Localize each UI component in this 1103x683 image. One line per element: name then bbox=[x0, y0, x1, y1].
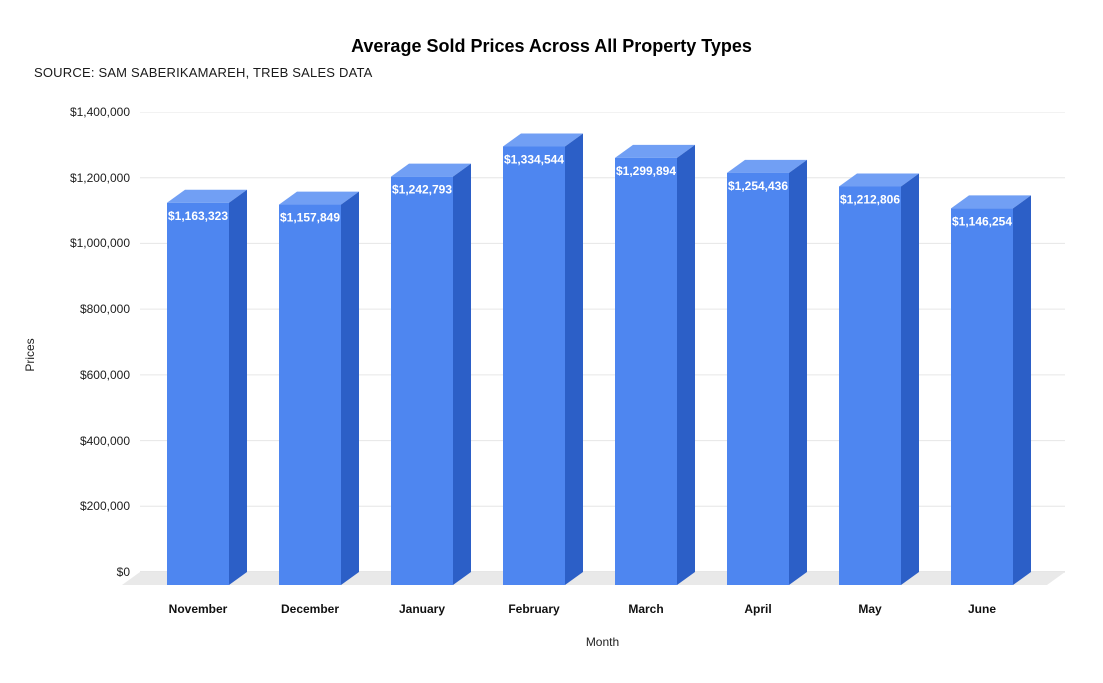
bar-february[interactable]: $1,334,544 bbox=[503, 133, 583, 586]
bar-top-face[interactable] bbox=[727, 159, 807, 173]
bar-top-face[interactable] bbox=[391, 163, 471, 177]
y-tick-label: $1,200,000 bbox=[69, 170, 130, 185]
x-tick-label: May bbox=[858, 602, 882, 616]
x-tick-label: January bbox=[398, 602, 446, 616]
bar-december[interactable]: $1,157,849 bbox=[279, 191, 359, 585]
bar-top-face[interactable] bbox=[503, 133, 583, 147]
x-axis-title: Month bbox=[585, 635, 620, 649]
bar-front-face[interactable] bbox=[727, 172, 789, 585]
bar-top-face[interactable] bbox=[615, 144, 695, 158]
chart-floor bbox=[122, 572, 1065, 585]
bar-top-face[interactable] bbox=[839, 173, 919, 187]
x-tick-label: November bbox=[168, 602, 228, 616]
bar-side-face[interactable] bbox=[565, 133, 583, 586]
bar-side-face[interactable] bbox=[1013, 195, 1031, 585]
chart-title: Average Sold Prices Across All Property … bbox=[351, 36, 752, 56]
bar-value-label: $1,157,849 bbox=[280, 211, 340, 225]
y-tick-label: $600,000 bbox=[79, 367, 130, 382]
y-tick-label: $1,400,000 bbox=[69, 105, 130, 119]
bar-january[interactable]: $1,242,793 bbox=[391, 163, 471, 585]
x-tick-label: December bbox=[280, 602, 340, 616]
x-tick-label: February bbox=[508, 602, 560, 616]
bar-front-face[interactable] bbox=[279, 204, 341, 585]
bar-value-label: $1,146,254 bbox=[952, 214, 1012, 228]
bar-front-face[interactable] bbox=[167, 202, 229, 585]
bar-front-face[interactable] bbox=[391, 176, 453, 585]
bar-value-label: $1,212,806 bbox=[840, 193, 900, 207]
y-tick-label: $800,000 bbox=[79, 302, 130, 317]
y-axis-title: Prices bbox=[23, 338, 37, 372]
bar-value-label: $1,242,793 bbox=[392, 183, 452, 197]
bar-side-face[interactable] bbox=[677, 144, 695, 585]
y-tick-label: $200,000 bbox=[79, 499, 130, 514]
bar-april[interactable]: $1,254,436 bbox=[727, 159, 807, 585]
bar-june[interactable]: $1,146,254 bbox=[951, 195, 1031, 585]
bar-top-face[interactable] bbox=[279, 191, 359, 205]
bar-november[interactable]: $1,163,323 bbox=[167, 189, 247, 585]
x-tick-label: April bbox=[744, 602, 772, 616]
chart-source: SOURCE: SAM SABERIKAMAREH, TREB SALES DA… bbox=[34, 65, 373, 80]
bar-top-face[interactable] bbox=[167, 189, 247, 203]
bar-side-face[interactable] bbox=[901, 173, 919, 585]
y-tick-label: $0 bbox=[116, 565, 130, 579]
bar-side-face[interactable] bbox=[341, 191, 359, 585]
bar-front-face[interactable] bbox=[503, 146, 565, 586]
x-tick-label: June bbox=[967, 602, 996, 616]
bar-front-face[interactable] bbox=[839, 186, 901, 585]
bar-top-face[interactable] bbox=[951, 195, 1031, 209]
bar-value-label: $1,163,323 bbox=[168, 209, 228, 223]
bar-front-face[interactable] bbox=[615, 157, 677, 585]
bar-side-face[interactable] bbox=[789, 159, 807, 585]
bar-may[interactable]: $1,212,806 bbox=[839, 173, 919, 585]
bar-side-face[interactable] bbox=[229, 189, 247, 585]
bar-value-label: $1,254,436 bbox=[728, 179, 788, 193]
bar-value-label: $1,334,544 bbox=[504, 153, 564, 167]
bar-side-face[interactable] bbox=[453, 163, 471, 585]
bar-march[interactable]: $1,299,894 bbox=[615, 144, 695, 585]
y-tick-label: $400,000 bbox=[79, 433, 130, 448]
y-tick-label: $1,000,000 bbox=[69, 236, 130, 251]
bar-front-face[interactable] bbox=[951, 208, 1013, 585]
bar-value-label: $1,299,894 bbox=[616, 164, 676, 178]
plot-area: $1,163,323 $1,157,849 $1,242,793 $1,334,544… bbox=[122, 112, 1065, 586]
x-tick-label: March bbox=[628, 602, 664, 616]
